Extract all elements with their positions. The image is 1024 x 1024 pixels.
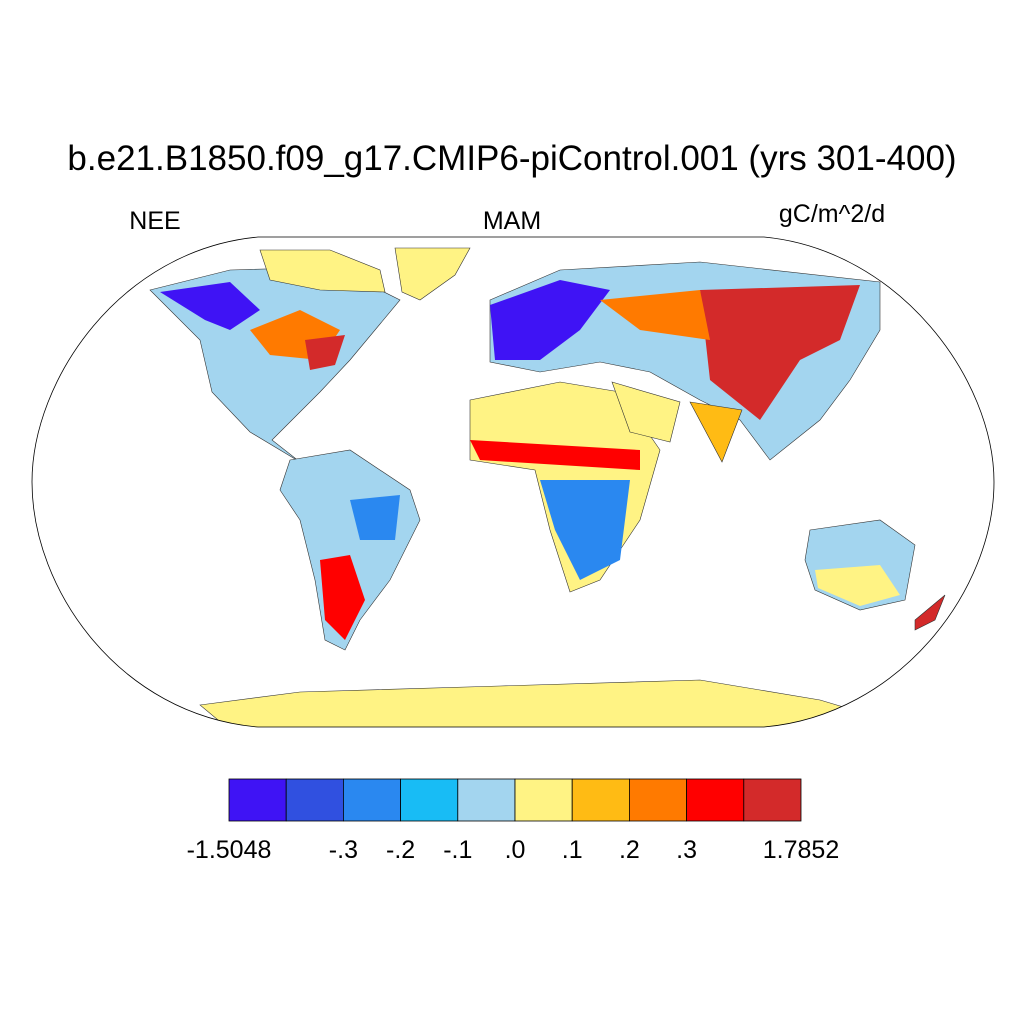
center-label: MAM (483, 207, 541, 235)
colorbar-box (686, 778, 745, 822)
asia-red (700, 285, 860, 420)
au-yellow (815, 565, 900, 606)
units-label: gC/m^2/d (779, 200, 885, 228)
colorbar-label: -.3 (329, 836, 358, 864)
colorbar-label: -.1 (443, 836, 472, 864)
map-outline (31, 236, 995, 728)
colorbar-box (228, 778, 287, 822)
colorbar-box (571, 778, 630, 822)
na-blue (160, 282, 260, 330)
arctic (259, 249, 386, 293)
colorbar-label: 1.7852 (763, 836, 839, 864)
sa-blue (350, 495, 400, 540)
colorbar-label: .1 (562, 836, 583, 864)
india (689, 401, 743, 463)
colorbar: -1.5048 -.3 -.2 -.1 .0 .1 .2 .3 1.7852 (187, 778, 839, 864)
colorbar-label: -.2 (386, 836, 415, 864)
title: b.e21.B1850.f09_g17.CMIP6-piControl.001 … (67, 139, 956, 178)
colorbar-box (400, 778, 459, 822)
africa-blue (540, 480, 630, 580)
antarctica (199, 679, 862, 727)
left-label: NEE (129, 207, 180, 235)
na-red2 (305, 335, 345, 370)
map (149, 247, 946, 727)
colorbar-box (342, 778, 401, 822)
asia-orange (600, 290, 710, 340)
arabia (611, 381, 681, 443)
greenland (394, 247, 471, 301)
new-zealand (914, 594, 946, 631)
colorbar-label: .0 (505, 836, 526, 864)
colorbar-box (457, 778, 516, 822)
colorbar-box (285, 778, 344, 822)
colorbar-box (514, 778, 573, 822)
colorbar-box (629, 778, 688, 822)
colorbar-label: -1.5048 (187, 836, 272, 864)
eu-blue (490, 280, 610, 360)
sahel (470, 440, 640, 470)
colorbar-label: .3 (676, 836, 697, 864)
sa-red (320, 555, 365, 640)
colorbar-label: .2 (619, 836, 640, 864)
colorbar-box (743, 778, 802, 822)
